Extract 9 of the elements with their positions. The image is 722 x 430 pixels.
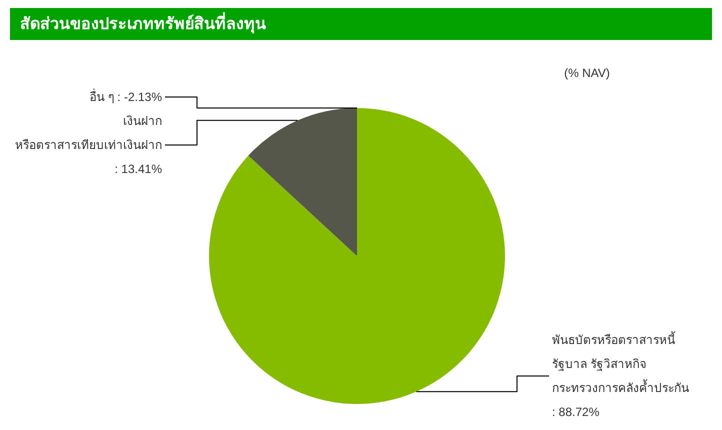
slice-label: พันธบัตรหรือตราสารหนี้ รัฐบาล รัฐวิสาหกิจ กระทรวงการคลังค้ำประกัน (552, 331, 689, 395)
data-label: : 88.72% (552, 405, 600, 419)
data-label: : 13.41% (114, 162, 162, 176)
chart-title: สัดส่วนของประเภททรัพย์สินที่ลงทุน (20, 12, 266, 34)
pie-slice (209, 108, 505, 404)
chart-subtitle: (% NAV) (564, 66, 610, 80)
text: อื่น ๆ : -2.13% (90, 88, 162, 104)
slice-label: เงินฝาก หรือตราสารเทียบเท่าเงินฝาก (15, 114, 162, 152)
pie-slice (248, 108, 357, 256)
